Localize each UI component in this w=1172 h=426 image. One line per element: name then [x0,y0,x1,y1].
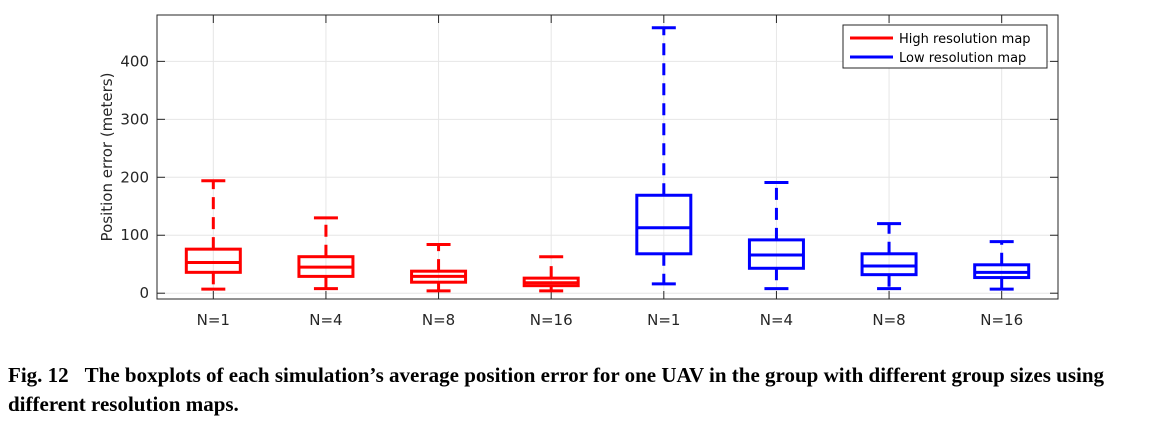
caption-label: Fig. 12 [8,363,69,387]
iqr-box [184,247,242,274]
x-tick-label: N=16 [980,311,1023,329]
x-tick-label: N=4 [309,311,342,329]
x-tick-label: N=1 [647,311,680,329]
plot-frame [156,14,1059,300]
iqr-box [635,193,693,256]
boxplot-0 [184,179,242,291]
boxplot-6 [860,222,918,291]
y-tick-label: 0 [139,284,149,302]
boxplot-chart: 0 100 200 300 400 N=1 N=4 N=8 N=16 N=1 N=4 N=8 N=16… [98,14,1059,329]
caption-text: The boxplots of each simulation’s averag… [8,363,1105,416]
y-axis-ticks: 0 100 200 300 400 [120,52,1058,302]
x-tick-label: N=1 [197,311,230,329]
y-tick-label: 100 [120,226,149,244]
legend: High resolution map Low resolution map [842,24,1048,69]
y-axis-label: Position error (meters) [98,73,116,242]
iqr-box [860,252,918,277]
legend-box [842,24,1048,69]
grid-lines [157,15,1058,299]
boxplot-4 [635,26,693,286]
boxplot-5 [747,181,805,291]
boxplot-1 [297,216,355,291]
x-tick-label: N=8 [422,311,455,329]
y-tick-label: 400 [120,52,149,70]
x-axis-ticks: N=1 N=4 N=8 N=16 N=1 N=4 N=8 N=16 [197,15,1023,329]
y-tick-label: 300 [120,110,149,128]
box-series [184,26,1031,293]
x-tick-label: N=4 [760,311,793,329]
boxplot-7 [973,240,1031,291]
x-tick-label: N=8 [872,311,905,329]
x-tick-label: N=16 [530,311,573,329]
legend-label-high: High resolution map [899,32,1031,47]
boxplot-2 [410,243,468,293]
figure-caption: Fig. 12 The boxplots of each simulation’s… [8,361,1168,419]
y-tick-label: 200 [120,168,149,186]
legend-label-low: Low resolution map [899,51,1026,66]
boxplot-3 [522,255,580,293]
